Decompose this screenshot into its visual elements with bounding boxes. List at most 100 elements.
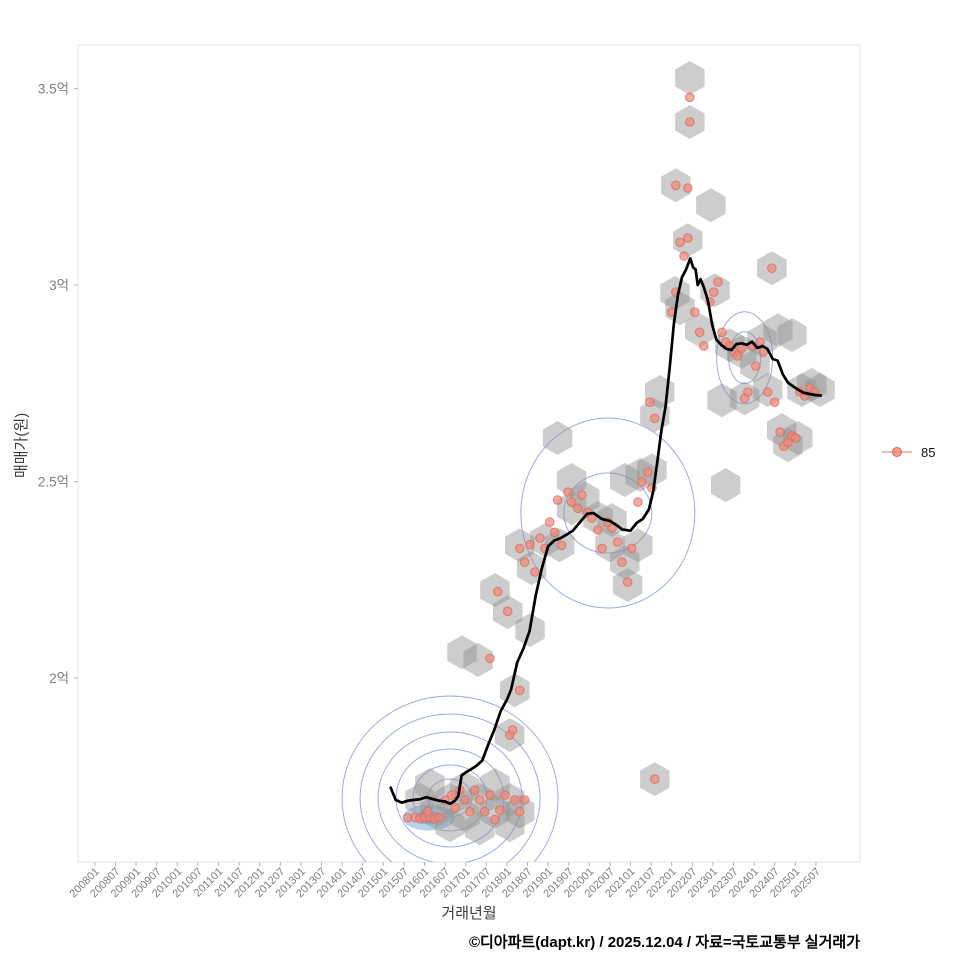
hexbin: [415, 768, 445, 802]
transaction-point: [474, 795, 485, 805]
hexbin: [556, 463, 587, 497]
hexbin: [711, 468, 741, 503]
transaction-point: [717, 327, 727, 338]
hexbin: [805, 373, 835, 407]
transaction-point: [650, 774, 660, 784]
hexbin: [625, 457, 655, 492]
transaction-point: [556, 540, 567, 551]
transaction-point: [549, 527, 560, 538]
hexbin: [777, 318, 807, 352]
transaction-point: [514, 685, 525, 696]
transaction-point: [713, 277, 723, 287]
y-tick-label: 2억: [49, 671, 69, 686]
transaction-point: [767, 263, 777, 274]
transaction-point: [460, 795, 470, 805]
legend-point-icon: [892, 447, 902, 457]
transaction-point: [637, 477, 647, 487]
density-contour: [563, 472, 653, 554]
transaction-point: [743, 387, 753, 397]
legend-marker-85: [882, 447, 912, 457]
transaction-point: [577, 490, 587, 500]
transaction-point: [573, 503, 583, 514]
y-axis-title: 매매가(원): [13, 412, 30, 478]
plot-content: [341, 61, 835, 862]
transaction-point: [597, 543, 607, 554]
transaction-point: [500, 790, 510, 801]
transaction-point: [552, 495, 563, 505]
transaction-point: [509, 795, 520, 805]
transaction-point: [671, 180, 681, 191]
transaction-point: [694, 327, 705, 338]
transaction-point: [617, 557, 627, 568]
hexbin: [675, 61, 705, 95]
transaction-point: [495, 805, 505, 815]
transaction-point: [507, 725, 518, 735]
transaction-point: [790, 433, 801, 443]
transaction-point: [545, 517, 555, 527]
transaction-point: [762, 387, 773, 397]
y-tick-label: 3억: [49, 278, 69, 293]
transaction-point: [685, 117, 695, 127]
transaction-point: [675, 237, 685, 248]
transaction-point: [683, 233, 693, 243]
transaction-point: [622, 577, 633, 588]
hexbin: [763, 313, 793, 348]
transaction-point: [679, 251, 689, 261]
hexbin: [495, 808, 525, 843]
transaction-point: [514, 543, 525, 554]
x-axis-title: 거래년월: [441, 905, 497, 922]
hexbin: [696, 188, 726, 223]
transaction-point: [470, 785, 480, 795]
hexbin: [480, 794, 510, 829]
transaction-point: [493, 586, 503, 597]
trend-line: [389, 257, 823, 806]
hexbin: [610, 463, 640, 497]
transaction-point: [626, 543, 637, 554]
transaction-point: [566, 497, 577, 507]
hexbin: [595, 528, 625, 563]
transaction-point: [434, 812, 445, 823]
transaction-point: [485, 653, 495, 664]
transaction-point: [690, 307, 700, 318]
transaction-point: [650, 413, 660, 424]
transaction-point: [563, 487, 573, 498]
hexbin: [542, 421, 573, 455]
transaction-point: [485, 790, 495, 801]
density-contour: [341, 695, 559, 862]
transaction-point: [502, 606, 513, 617]
transaction-point: [514, 806, 525, 817]
transaction-point: [708, 287, 719, 298]
legend: 85: [880, 444, 935, 460]
transaction-point: [685, 92, 695, 103]
transaction-point: [769, 397, 780, 408]
density-contour: [359, 713, 541, 862]
transaction-point: [732, 351, 743, 361]
transaction-point: [519, 557, 530, 568]
transaction-point: [479, 806, 490, 817]
transaction-point: [633, 497, 643, 507]
transaction-point: [612, 537, 623, 547]
density-contour: [520, 417, 696, 609]
transaction-point: [530, 567, 540, 577]
transaction-point: [643, 467, 653, 478]
transaction-point: [519, 795, 530, 805]
transaction-point: [593, 525, 603, 535]
transaction-point: [490, 814, 500, 825]
hexbin: [465, 811, 495, 846]
y-tick-label: 3.5억: [38, 82, 69, 97]
transaction-point: [751, 361, 761, 371]
hexbin: [556, 491, 587, 526]
transaction-point: [683, 183, 693, 193]
hexbin: [707, 383, 737, 418]
transaction-point: [450, 803, 460, 813]
y-tick-label: 2.5억: [38, 475, 69, 490]
transaction-point: [446, 790, 457, 801]
transaction-point: [775, 427, 785, 437]
source-caption: ©디아파트(dapt.kr) / 2025.12.04 / 자료=국토교통부 실…: [468, 934, 860, 951]
transaction-point: [423, 806, 433, 817]
transaction-point: [699, 341, 709, 351]
transaction-point: [465, 806, 475, 817]
transaction-point: [525, 539, 535, 550]
